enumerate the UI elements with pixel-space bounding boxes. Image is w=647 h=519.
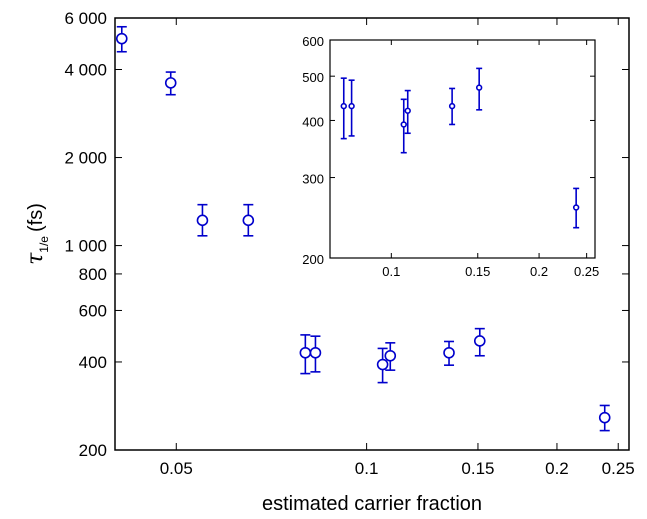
marker — [404, 107, 411, 114]
inset-y-tick-label: 400 — [302, 114, 324, 129]
marker — [598, 411, 611, 424]
main-x-tick-label: 0.25 — [602, 459, 635, 478]
marker — [475, 84, 483, 91]
marker — [473, 335, 486, 347]
marker — [242, 214, 255, 227]
main-x-tick-label: 0.15 — [461, 459, 494, 478]
y-axis-label: τ1/e (fs) — [23, 203, 51, 265]
main-points — [115, 25, 611, 432]
main-x-tick-label: 0.2 — [545, 459, 569, 478]
inset-y-tick-label: 200 — [302, 252, 324, 267]
x-axis-label: estimated carrier fraction — [262, 493, 482, 515]
main-data-point — [384, 342, 397, 371]
inset-x-tick-label: 0.15 — [465, 264, 490, 279]
marker — [196, 214, 209, 227]
inset-x-tick-label: 0.2 — [530, 264, 548, 279]
marker — [376, 358, 389, 371]
marker — [572, 204, 580, 211]
svg-text:τ1/e(fs): τ1/e (fs) — [23, 203, 51, 265]
y-axis-label-unit: (fs) — [25, 203, 47, 232]
main-data-point — [242, 203, 255, 237]
inset-data-point — [404, 89, 411, 135]
inset-ticks: 0.1 0.15 0.2 0.25 200 300 400 500 600 — [302, 34, 599, 279]
marker — [348, 102, 355, 110]
marker — [340, 102, 347, 110]
main-x-tick-label: 0.05 — [160, 459, 193, 478]
main-y-tick-label: 2 000 — [64, 149, 107, 168]
main-y-tick-label: 400 — [79, 353, 107, 372]
inset-data-point — [400, 98, 407, 154]
marker — [309, 346, 322, 359]
inset-y-tick-label: 300 — [302, 172, 324, 187]
inset-data-point — [572, 187, 580, 229]
main-ticks: 0.05 0.1 0.15 0.2 0.25 200 400 600 800 1 000 2 000… — [64, 9, 634, 478]
main-y-tick-label: 4 000 — [64, 60, 107, 79]
main-y-tick-label: 600 — [79, 301, 107, 320]
inset-points — [340, 67, 580, 229]
inset-data-point — [340, 77, 347, 140]
marker — [115, 32, 128, 45]
main-data-point — [376, 347, 389, 384]
main-y-tick-label: 6 000 — [64, 9, 107, 28]
main-y-tick-label: 1 000 — [64, 237, 107, 256]
y-axis-label-subscript: 1/e — [37, 236, 51, 253]
inset-x-tick-label: 0.25 — [574, 264, 599, 279]
main-data-point — [196, 203, 209, 237]
main-data-point — [443, 340, 455, 366]
y-axis-label-symbol: τ — [23, 252, 48, 265]
marker — [384, 349, 397, 362]
marker — [448, 102, 456, 110]
marker — [299, 346, 312, 359]
main-data-point — [473, 327, 486, 357]
main-data-point — [164, 71, 177, 96]
marker — [443, 346, 455, 359]
main-x-tick-label: 0.1 — [355, 459, 379, 478]
main-y-tick-label: 800 — [79, 265, 107, 284]
main-y-tick-label: 200 — [79, 441, 107, 460]
inset-plot-frame — [329, 39, 596, 259]
inset-x-tick-label: 0.1 — [382, 264, 400, 279]
marker — [164, 77, 177, 89]
main-data-point — [598, 404, 611, 432]
inset-data-point — [348, 79, 355, 137]
inset-data-point — [475, 67, 483, 111]
inset-y-tick-label: 500 — [302, 70, 324, 85]
inset-data-point — [448, 87, 456, 126]
inset-y-tick-label: 600 — [302, 34, 324, 49]
main-data-point — [309, 335, 322, 373]
marker — [400, 121, 407, 128]
main-data-point — [115, 25, 128, 53]
